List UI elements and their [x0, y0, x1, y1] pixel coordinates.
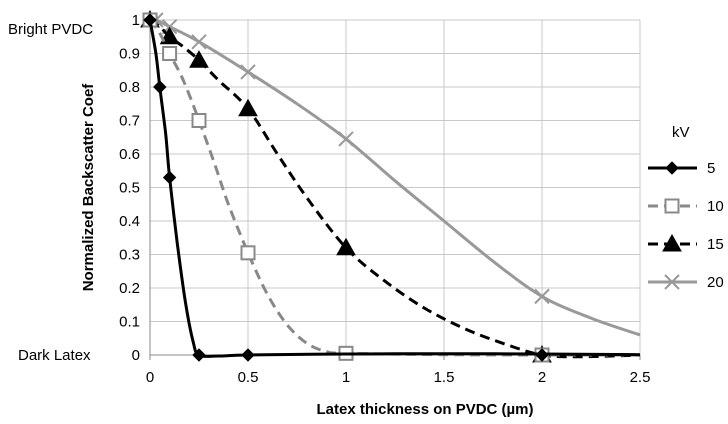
- y-tick-label: 1: [132, 12, 140, 29]
- data-point-5: [535, 348, 549, 362]
- annotation-dark-latex: Dark Latex: [18, 347, 91, 364]
- data-point-10: [191, 113, 207, 128]
- data-point-5: [162, 170, 177, 185]
- x-tick-label: 2.5: [630, 369, 651, 386]
- data-point-5: [143, 13, 157, 27]
- series-line-5: [148, 19, 641, 358]
- legend-label-20: 20: [707, 274, 724, 291]
- data-point-20: [338, 131, 354, 147]
- data-point-15: [238, 98, 258, 117]
- data-point-20: [534, 288, 550, 305]
- data-point-5: [241, 348, 255, 362]
- series-5kv: [143, 13, 641, 362]
- legend-label-15: 15: [707, 236, 724, 253]
- legend-marker-20: [664, 274, 680, 290]
- series-15kv: [140, 9, 641, 363]
- legend-label-10: 10: [707, 198, 724, 215]
- x-tick-label: 0.5: [238, 369, 259, 386]
- legend-marker-5: [665, 161, 679, 175]
- y-tick-label: 0.4: [119, 213, 140, 230]
- legend-item-15: 15: [648, 233, 724, 253]
- series-line-10: [148, 19, 641, 357]
- series-layer: [140, 9, 641, 363]
- x-tick-labels: 0 0.5 1 1.5 2 2.5: [146, 369, 651, 386]
- y-tick-label: 0.8: [119, 79, 140, 96]
- legend-title: kV: [672, 124, 690, 141]
- x-tick-label: 2: [538, 369, 546, 386]
- legend-marker-15: [662, 233, 682, 252]
- data-point-20: [240, 64, 256, 80]
- x-tick-label: 0: [146, 369, 154, 386]
- data-point-15: [336, 237, 356, 256]
- data-point-15: [159, 26, 180, 45]
- y-tick-label: 0.9: [119, 46, 140, 63]
- legend-item-20: 20: [648, 274, 724, 291]
- data-point-10: [240, 245, 256, 261]
- legend-item-10: 10: [648, 198, 724, 215]
- legend-label-5: 5: [707, 160, 715, 177]
- y-tick-label: 0.6: [119, 146, 140, 163]
- x-axis-title: Latex thickness on PVDC (µm): [316, 401, 533, 418]
- legend-marker-10: [664, 198, 680, 214]
- series-20kv: [148, 12, 641, 337]
- data-point-5: [153, 80, 167, 94]
- y-tick-label: 0.1: [119, 314, 140, 331]
- y-tick-labels: 0 0.1 0.2 0.3 0.4 0.5 0.6 0.7 0.8 0.9 1: [119, 12, 140, 364]
- x-tick-label: 1: [342, 369, 350, 386]
- y-tick-label: 0.3: [119, 247, 140, 264]
- x-tick-label: 1.5: [434, 369, 455, 386]
- y-tick-label: 0.5: [119, 180, 140, 197]
- y-tick-label: 0.2: [119, 280, 140, 297]
- y-axis-title: Normalized Backscatter Coef: [80, 83, 97, 292]
- legend: kV 5 10 15 20: [648, 124, 724, 291]
- data-point-5: [192, 348, 206, 362]
- legend-item-5: 5: [648, 160, 715, 177]
- data-point-15: [189, 50, 209, 68]
- data-point-10: [162, 46, 178, 61]
- y-tick-label: 0.7: [119, 113, 140, 130]
- data-point-20: [191, 34, 207, 50]
- y-tick-label: 0: [132, 347, 140, 364]
- annotation-bright-pvdc: Bright PVDC: [8, 21, 93, 38]
